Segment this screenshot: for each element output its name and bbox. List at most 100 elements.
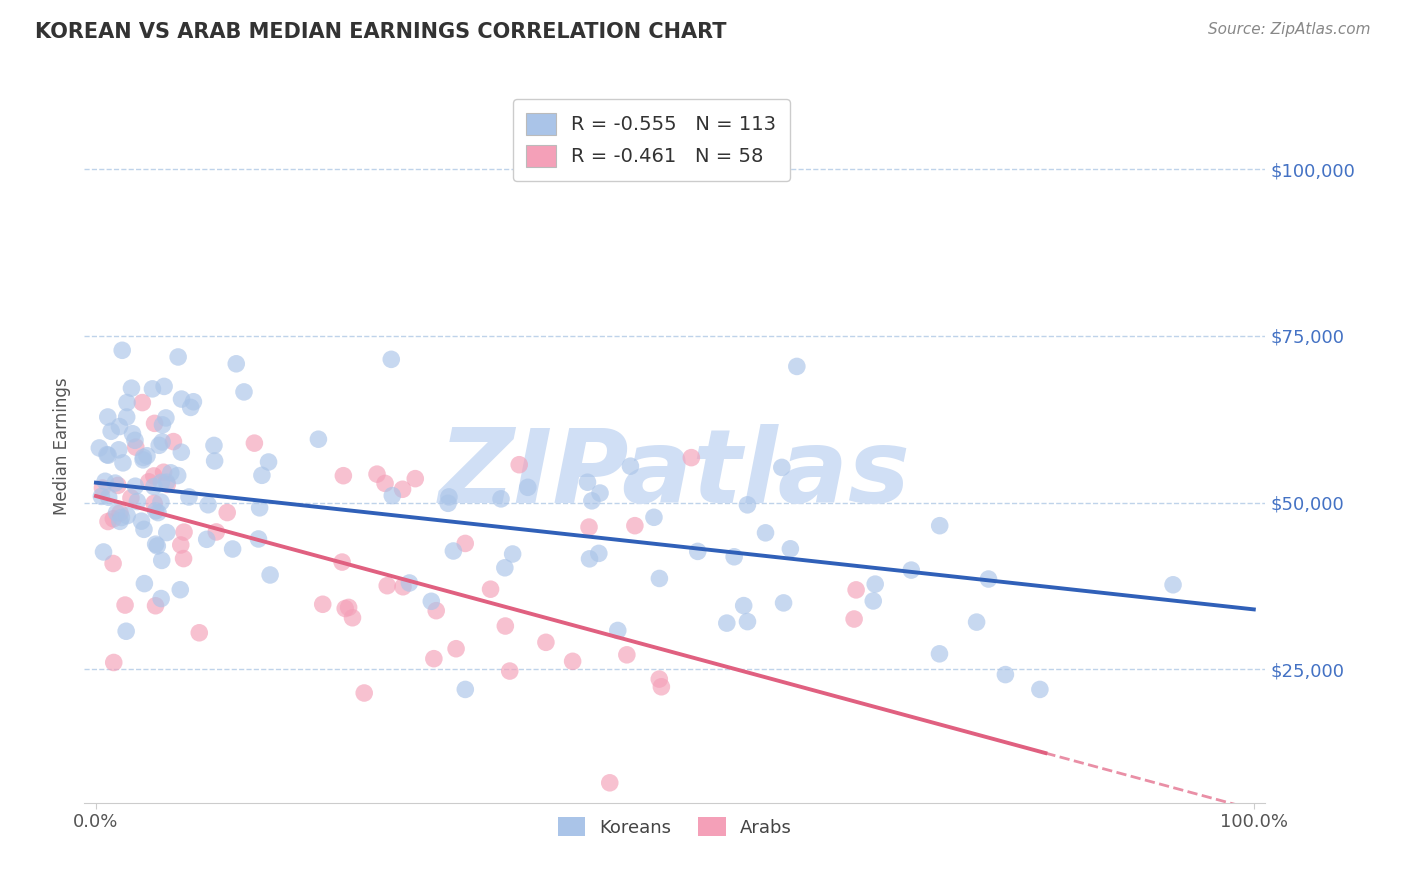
Point: [420, 594, 443, 608]
Point: [599, 776, 621, 790]
Point: [195, 533, 218, 547]
Point: [772, 596, 794, 610]
Point: [148, 438, 170, 452]
Point: [180, 401, 202, 415]
Point: [845, 582, 868, 597]
Point: [391, 483, 413, 497]
Point: [169, 582, 191, 597]
Point: [1029, 682, 1052, 697]
Point: [516, 480, 538, 494]
Point: [337, 600, 360, 615]
Point: [104, 476, 127, 491]
Point: [115, 410, 138, 425]
Point: [561, 654, 583, 668]
Point: [494, 619, 516, 633]
Point: [977, 572, 1000, 586]
Point: [494, 561, 516, 575]
Point: [437, 490, 460, 504]
Point: [97, 490, 120, 504]
Point: [115, 508, 138, 523]
Point: [108, 506, 131, 520]
Point: [111, 456, 134, 470]
Point: [353, 686, 375, 700]
Point: [733, 599, 755, 613]
Point: [578, 520, 600, 534]
Point: [716, 616, 738, 631]
Point: [170, 538, 193, 552]
Point: [606, 624, 628, 638]
Point: [97, 448, 120, 462]
Point: [197, 498, 219, 512]
Point: [204, 454, 226, 468]
Point: [842, 612, 865, 626]
Point: [155, 475, 177, 490]
Point: [103, 512, 125, 526]
Point: [145, 504, 167, 518]
Point: [221, 541, 243, 556]
Point: [616, 648, 638, 662]
Point: [142, 469, 165, 483]
Point: [173, 551, 195, 566]
Point: [217, 506, 239, 520]
Text: ZIPatlas: ZIPatlas: [439, 424, 911, 525]
Point: [589, 486, 612, 500]
Point: [143, 417, 166, 431]
Point: [156, 477, 179, 491]
Point: [110, 510, 132, 524]
Point: [342, 611, 364, 625]
Point: [115, 624, 138, 639]
Point: [141, 382, 163, 396]
Point: [188, 625, 211, 640]
Point: [786, 359, 808, 374]
Point: [131, 514, 153, 528]
Point: [508, 458, 530, 472]
Point: [103, 656, 125, 670]
Point: [91, 481, 114, 495]
Point: [166, 468, 188, 483]
Point: [454, 536, 477, 550]
Point: [330, 555, 353, 569]
Point: [928, 518, 950, 533]
Point: [257, 455, 280, 469]
Point: [335, 601, 357, 615]
Point: [134, 576, 156, 591]
Point: [150, 434, 173, 449]
Point: [1161, 578, 1184, 592]
Point: [250, 468, 273, 483]
Y-axis label: Median Earnings: Median Earnings: [53, 377, 72, 515]
Point: [177, 490, 200, 504]
Point: [152, 417, 174, 432]
Text: Source: ZipAtlas.com: Source: ZipAtlas.com: [1208, 22, 1371, 37]
Point: [502, 547, 524, 561]
Point: [648, 571, 671, 585]
Point: [900, 563, 922, 577]
Point: [202, 438, 225, 452]
Point: [247, 532, 270, 546]
Legend: Koreans, Arabs: Koreans, Arabs: [551, 810, 799, 844]
Point: [375, 579, 398, 593]
Point: [366, 467, 388, 482]
Point: [233, 384, 256, 399]
Point: [153, 379, 176, 393]
Point: [723, 549, 745, 564]
Point: [170, 445, 193, 459]
Point: [425, 604, 447, 618]
Point: [170, 392, 193, 406]
Point: [770, 460, 793, 475]
Point: [114, 598, 136, 612]
Point: [380, 352, 402, 367]
Point: [152, 465, 174, 479]
Point: [441, 544, 464, 558]
Point: [398, 576, 420, 591]
Point: [105, 506, 128, 520]
Point: [108, 419, 131, 434]
Point: [145, 599, 167, 613]
Point: [205, 524, 228, 539]
Point: [108, 514, 131, 528]
Point: [127, 494, 149, 508]
Point: [619, 459, 641, 474]
Point: [162, 434, 184, 449]
Point: [489, 491, 512, 506]
Point: [132, 450, 155, 465]
Point: [454, 682, 477, 697]
